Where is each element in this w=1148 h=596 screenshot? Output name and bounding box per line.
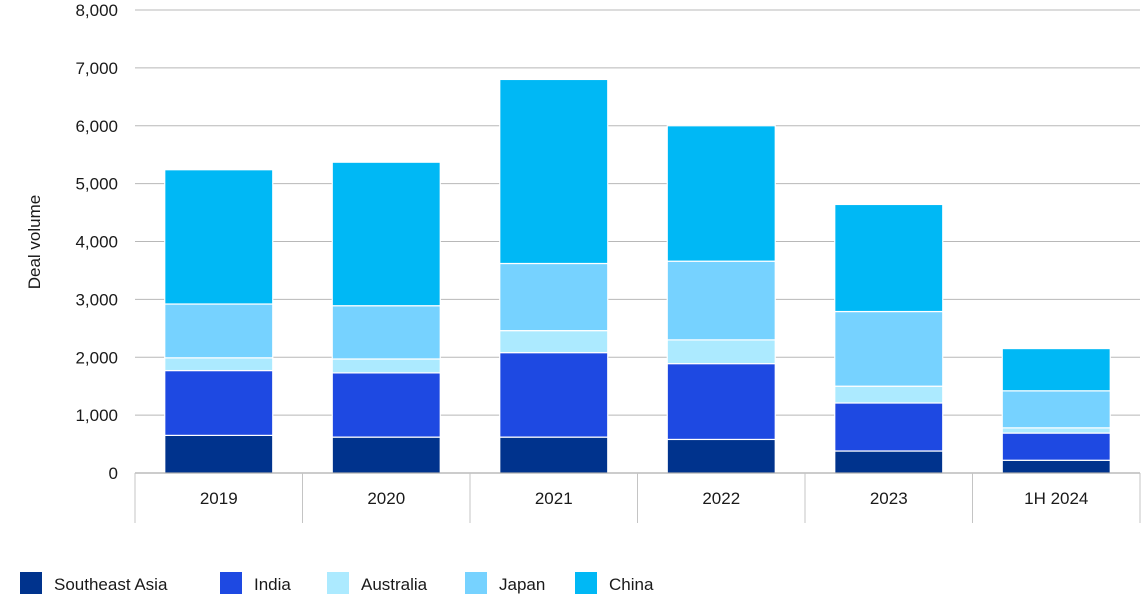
bar-segment-india bbox=[499, 352, 609, 438]
y-tick-label: 7,000 bbox=[75, 59, 118, 78]
bar-segment-southeast-asia bbox=[164, 434, 274, 474]
legend-swatch bbox=[575, 572, 597, 594]
bar-stack-2021 bbox=[499, 78, 609, 474]
legend-label: Japan bbox=[499, 575, 545, 594]
bar-segment-japan bbox=[499, 262, 609, 332]
bar-segment-india bbox=[331, 372, 441, 438]
y-tick-label: 2,000 bbox=[75, 348, 118, 367]
bar-segment-china bbox=[499, 78, 609, 265]
bar-segment-china bbox=[666, 125, 776, 262]
bar-segment-china bbox=[1001, 347, 1111, 392]
legend-item-india: India bbox=[220, 572, 291, 594]
legend-item-japan: Japan bbox=[465, 572, 545, 594]
y-tick-label: 8,000 bbox=[75, 1, 118, 20]
legend-label: Australia bbox=[361, 575, 428, 594]
legend-label: Southeast Asia bbox=[54, 575, 168, 594]
legend-item-china: China bbox=[575, 572, 654, 594]
bar-segment-china bbox=[164, 169, 274, 305]
bar-stack-2019 bbox=[164, 169, 274, 474]
legend-label: India bbox=[254, 575, 291, 594]
x-tick-label: 1H 2024 bbox=[1024, 489, 1088, 508]
bar-segment-australia bbox=[1001, 427, 1111, 434]
bar-segment-china bbox=[834, 203, 944, 313]
x-tick-label: 2023 bbox=[870, 489, 908, 508]
bar-segment-japan bbox=[331, 305, 441, 360]
legend-label: China bbox=[609, 575, 654, 594]
bar-segment-southeast-asia bbox=[834, 450, 944, 474]
bar-stack-2022 bbox=[666, 125, 776, 474]
y-tick-label: 5,000 bbox=[75, 175, 118, 194]
bar-segment-southeast-asia bbox=[666, 438, 776, 474]
bar-segment-japan bbox=[834, 310, 944, 387]
bar-segment-japan bbox=[1001, 390, 1111, 429]
y-tick-label: 1,000 bbox=[75, 406, 118, 425]
y-axis-ticks: 0 1,000 2,000 3,000 4,000 5,000 6,000 7,000 8,00… bbox=[75, 1, 118, 483]
x-tick-label: 2022 bbox=[702, 489, 740, 508]
gridlines bbox=[135, 9, 1140, 416]
y-tick-label: 3,000 bbox=[75, 290, 118, 309]
bar-segment-australia bbox=[164, 357, 274, 372]
y-axis-label: Deal volume bbox=[25, 195, 44, 290]
bar-segment-southeast-asia bbox=[331, 436, 441, 474]
bar-segment-india bbox=[666, 363, 776, 441]
bar-segment-australia bbox=[666, 339, 776, 365]
bar-segment-india bbox=[1001, 432, 1111, 461]
legend-item-australia: Australia bbox=[327, 572, 428, 594]
y-tick-label: 4,000 bbox=[75, 233, 118, 252]
bar-segment-southeast-asia bbox=[1001, 459, 1111, 474]
y-tick-label: 6,000 bbox=[75, 117, 118, 136]
bar-segment-southeast-asia bbox=[499, 436, 609, 474]
bar-stack-1h-2024 bbox=[1001, 347, 1111, 474]
x-axis: 2019 2020 2021 2022 2023 1H 2024 bbox=[134, 472, 1141, 523]
legend-item-southeast-asia: Southeast Asia bbox=[20, 572, 168, 594]
bar-segment-india bbox=[164, 369, 274, 436]
bar-segment-india bbox=[834, 402, 944, 452]
bar-stack-2020 bbox=[331, 161, 441, 474]
legend-swatch bbox=[465, 572, 487, 594]
legend-swatch bbox=[20, 572, 42, 594]
bar-segment-china bbox=[331, 161, 441, 307]
bar-segment-japan bbox=[666, 260, 776, 341]
bar-segment-australia bbox=[834, 385, 944, 404]
bar-segment-australia bbox=[331, 358, 441, 374]
legend: Southeast Asia India Australia Japan China bbox=[20, 572, 654, 594]
y-tick-label: 0 bbox=[109, 464, 118, 483]
bars bbox=[164, 78, 1111, 474]
x-tick-label: 2020 bbox=[367, 489, 405, 508]
bar-stack-2023 bbox=[834, 203, 944, 474]
bar-segment-japan bbox=[164, 303, 274, 359]
legend-swatch bbox=[327, 572, 349, 594]
bar-segment-australia bbox=[499, 330, 609, 354]
x-tick-label: 2019 bbox=[200, 489, 238, 508]
x-tick-label: 2021 bbox=[535, 489, 573, 508]
legend-swatch bbox=[220, 572, 242, 594]
